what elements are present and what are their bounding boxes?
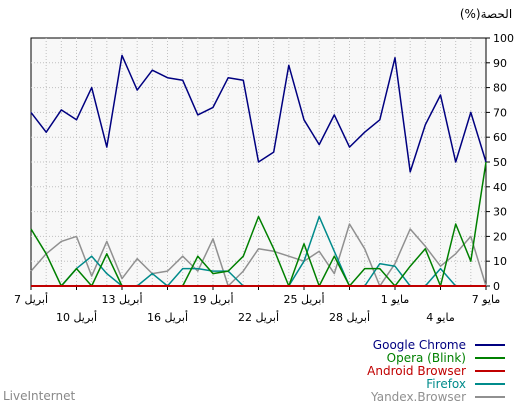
y-tick-label: 50 [493, 156, 507, 169]
y-tick-label: 100 [493, 32, 514, 45]
x-tick-label: 28 أبريل [329, 310, 370, 324]
legend-label: Android Browser [367, 364, 466, 378]
x-tick-label: 25 أبريل [283, 292, 324, 306]
legend-label: Yandex.Browser [370, 390, 466, 404]
legend-label: Google Chrome [373, 338, 466, 352]
y-tick-label: 80 [493, 82, 507, 95]
y-axis: 0 10 20 30 40 50 60 70 80 90 100 [486, 32, 514, 293]
x-tick-label: 1 مايو [381, 293, 410, 306]
series-line-google-chrome [30, 54, 487, 173]
y-axis-label: (%)الحصة [460, 7, 512, 21]
legend-label: Opera (Blink) [387, 351, 466, 365]
y-tick-label: 30 [493, 206, 507, 219]
series-line-opera-blink [30, 161, 487, 287]
series-line-yandex-browser [30, 223, 487, 287]
y-tick-label: 40 [493, 181, 507, 194]
y-tick-label: 60 [493, 131, 507, 144]
x-tick-label: 22 أبريل [238, 310, 279, 324]
y-tick-label: 70 [493, 106, 507, 119]
x-tick-label: 13 أبريل [101, 292, 142, 306]
y-tick-label: 0 [493, 280, 500, 293]
x-tick-label: 7 مايو [472, 293, 501, 306]
source-label: LiveInternet [3, 389, 75, 403]
y-tick-label: 20 [493, 230, 507, 243]
y-tick-label: 90 [493, 57, 507, 70]
x-tick-label: 16 أبريل [147, 310, 188, 324]
y-tick-label: 10 [493, 255, 507, 268]
x-tick-label: 7 أبريل [14, 292, 48, 306]
x-tick-label: 19 أبريل [192, 292, 233, 306]
x-tick-label: 4 مايو [426, 311, 455, 324]
grid [31, 38, 486, 286]
legend-label: Firefox [426, 377, 466, 391]
series-lines [30, 54, 487, 287]
x-tick-label: 10 أبريل [56, 310, 97, 324]
x-axis: 7 مايو 4 مايو 1 مايو 28 أبريل 25 أبريل 22 أبر… [14, 286, 500, 324]
